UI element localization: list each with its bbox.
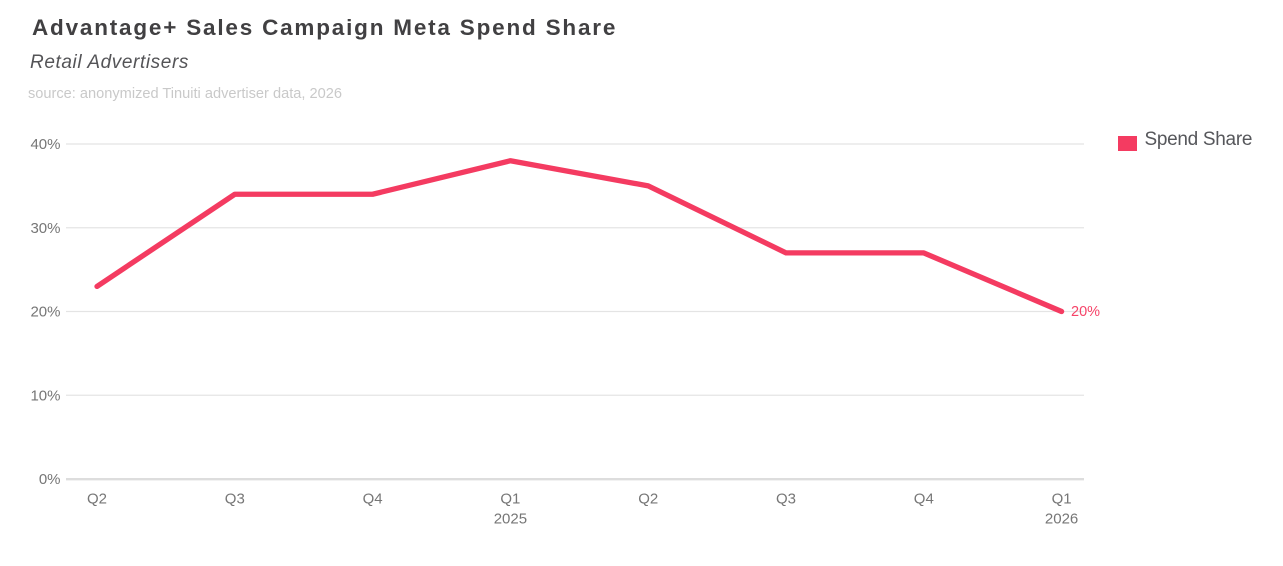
svg-text:20%: 20% <box>1071 304 1100 320</box>
svg-text:Q4: Q4 <box>914 491 934 508</box>
svg-text:40%: 40% <box>30 136 60 153</box>
svg-text:30%: 30% <box>30 220 60 237</box>
svg-text:Q3: Q3 <box>776 491 796 508</box>
svg-text:0%: 0% <box>39 471 61 488</box>
svg-text:Q3: Q3 <box>225 491 245 508</box>
svg-text:10%: 10% <box>30 387 60 404</box>
svg-text:Q4: Q4 <box>363 491 383 508</box>
svg-text:2025: 2025 <box>494 511 527 528</box>
svg-text:2026: 2026 <box>1045 511 1078 528</box>
svg-text:Q2: Q2 <box>87 491 107 508</box>
svg-text:Q1: Q1 <box>500 491 520 508</box>
svg-text:Q1: Q1 <box>1052 491 1072 508</box>
svg-text:20%: 20% <box>30 304 60 321</box>
svg-text:Q2: Q2 <box>638 491 658 508</box>
